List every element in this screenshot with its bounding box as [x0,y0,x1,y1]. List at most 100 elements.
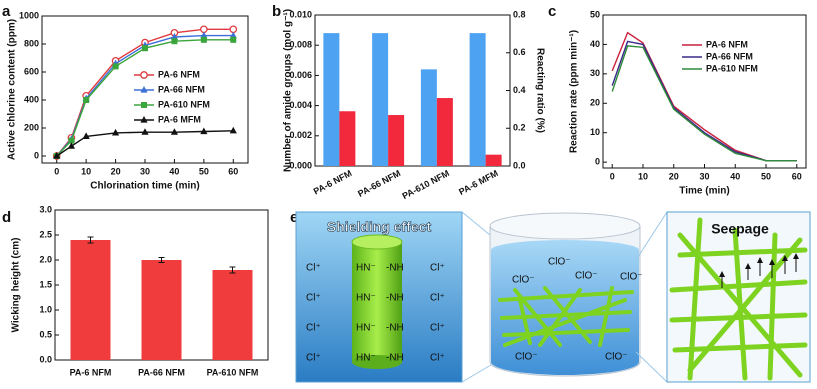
series-line [611,40,797,162]
fiber-cylinder [352,242,402,362]
marker [200,31,208,39]
marker [140,116,148,123]
ion-label: -NH [386,353,404,364]
y-tick-label: 0 [34,150,39,160]
y-tick-label: 0.002 [289,130,312,140]
ion-label: -NH [386,323,404,334]
ion-label: HN⁻ [356,353,376,364]
x-tick-label: PA-6 NFM [70,367,112,377]
connector [461,361,497,383]
legend-label: PA-610 NFM [706,63,758,73]
panel-label: a [2,3,11,20]
legend-label: PA-6 MFM [158,114,201,124]
marker [170,33,179,40]
marker [112,63,119,70]
y-tick-label: 800 [24,38,39,48]
x-tick-label: 20 [111,166,121,176]
y-tick-label: 1.5 [39,279,52,289]
x-tick-label: PA-66 NFM [356,168,402,199]
bar [469,33,486,167]
y2-tick-label: 0.4 [513,85,526,95]
ion-label: Cl⁺ [430,263,445,274]
seepage-title: Seepage [711,221,769,237]
y-tick-label: 1000 [19,10,39,20]
bar [420,69,437,166]
x-tick-label: 60 [228,166,238,176]
ion-label: Cl⁺ [306,323,321,334]
marker [170,128,179,135]
marker [53,152,61,159]
y-tick-label: 0.010 [289,9,312,19]
error-bar [158,257,165,263]
marker [171,38,178,45]
panel-label: c [548,3,556,20]
y-axis-title: Active chlorine content (ppm) [7,19,18,160]
series-line [56,130,234,157]
bar [323,33,340,167]
marker [141,128,149,135]
y-tick-label: 0.006 [289,70,312,80]
y-axis-title: Reaction rate (ppm min⁻¹) [569,30,580,153]
marker [200,25,208,34]
ion-label: ClO⁻ [620,272,643,283]
x-tick-label: 0 [54,166,59,176]
legend-label: PA-610 NFM [158,99,210,109]
x-tick-label: 0 [610,171,615,181]
seepage-mesh [669,217,808,381]
panel-label: e [290,209,298,226]
y-tick-label: 400 [24,94,39,104]
bar [485,154,502,166]
y-tick-label: 10 [590,127,600,137]
x-tick-label: 10 [81,166,91,176]
x-tick-label: 10 [638,171,648,181]
y2-tick-label: 0.8 [513,9,526,19]
ion-label: ClO⁻ [512,275,535,286]
marker [140,86,148,93]
ion-label: HN⁻ [356,263,376,274]
y-tick-label: 2.0 [39,254,52,264]
shielding-title: Shielding effect [327,219,432,235]
x-axis-title: Time (min) [679,186,729,197]
x-tick-label: PA-6 NFM [312,168,354,196]
marker [142,45,148,52]
x-tick-label: 50 [199,166,209,176]
y-tick-label: 3.0 [39,204,52,214]
marker [83,97,90,103]
x-tick-label: 30 [699,171,709,181]
ion-label: Cl⁺ [430,323,445,334]
cylinder-bottom [352,355,402,369]
mesh [498,286,634,347]
ion-label: Cl⁺ [430,353,445,364]
bar [141,260,182,360]
legend-label: PA-6 NFM [706,39,748,49]
x-tick-label: 20 [669,171,679,181]
ion-label: -NH [386,263,404,274]
marker [200,127,208,135]
marker [230,36,237,43]
y-tick-label: 1.0 [39,304,52,314]
connector [635,211,668,261]
plot-frame [602,14,807,169]
series-line [611,45,797,162]
y2-tick-label: 0.6 [513,47,526,57]
y-axis-title: Wicking height (cm) [11,238,22,333]
ion-label: Cl⁺ [430,293,445,304]
marker [82,132,90,139]
y-tick-label: 20 [590,98,600,108]
x-axis-title: Chlorination time (min) [90,181,199,192]
cylinder-top [351,234,403,250]
bar [436,98,453,166]
bar [212,270,253,360]
x-tick-label: 40 [169,166,179,176]
ion-label: ClO⁻ [515,352,538,363]
marker [141,102,147,108]
y-tick-label: 0.008 [289,40,312,50]
y2-axis-title: Reacting ratio (%) [534,48,545,133]
ion-label: -NH [386,293,404,304]
legend-label: PA-6 NFM [158,69,200,79]
x-tick-label: 40 [730,171,740,181]
panel-e: e Shielding effect Seepage [290,209,811,383]
y-tick-label: 0.000 [289,160,312,170]
marker [200,36,207,43]
marker [68,137,75,144]
